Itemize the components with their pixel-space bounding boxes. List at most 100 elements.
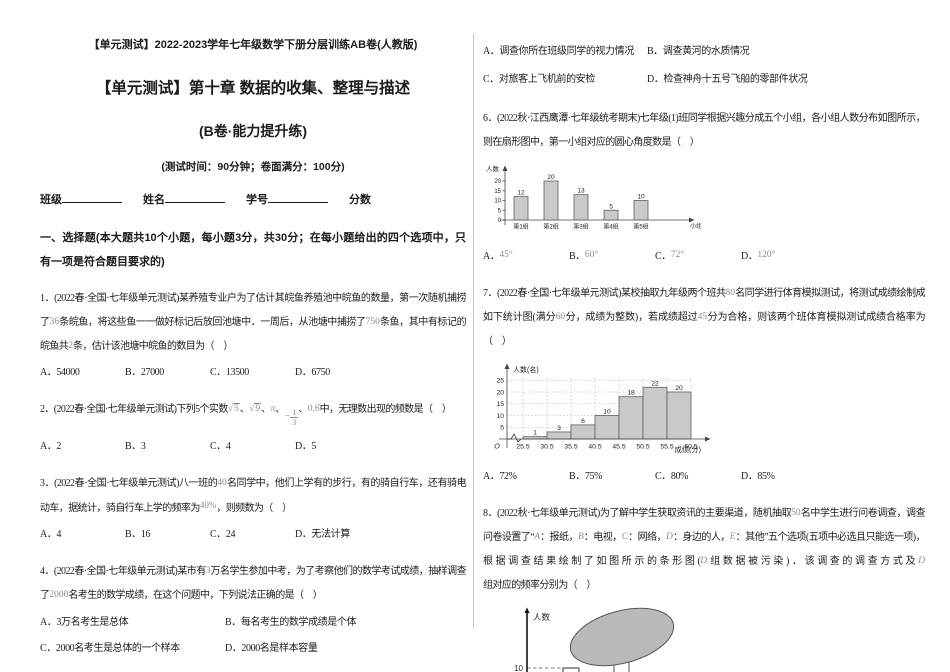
svg-text:25: 25: [496, 378, 504, 385]
question-options: A．45° B．60° C．72° D．120°: [483, 245, 925, 269]
question-5-options: A．调查你所在班级同学的视力情况 B．调查黄河的水质情况 C．对旅客上飞机前的安检 D…: [483, 38, 925, 94]
option-C: C．24: [210, 529, 236, 540]
section-heading: 一、选择题(本大题共10个小题，每小题3分，共30分；在每小题给出的四个选项中，…: [40, 232, 466, 268]
inline-math: 0.6̇: [307, 404, 320, 414]
svg-text:10: 10: [637, 194, 645, 201]
inline-math: 40: [217, 478, 227, 488]
question-body: 1．(2022春·全国·七年级单元测试)某养殖专业户为了估计其皖鱼养殖池中皖鱼的…: [40, 293, 467, 352]
inline-math: D: [666, 532, 673, 542]
question-body: 6．(2022秋·江西鹰潭·七年级统考期末)七年级(1)班同学根据兴趣分成五个小…: [483, 113, 926, 148]
question-2: 2．(2022春·全国·七年级单元测试)下列5个实数√5、√9、π、 −1 3 、0.…: [40, 398, 466, 459]
question-body: 4．(2022春·全国·七年级单元测试)某市有3万名学生参加中考，为了考察他们的…: [40, 566, 467, 601]
option-D: D．5: [295, 441, 317, 452]
paper-subtitle: (B卷·能力提升练): [198, 123, 308, 139]
option-A: A．4: [40, 529, 62, 540]
option-B: B．75%: [569, 471, 603, 482]
q6-bar-chart: 人数 小组 0 5 10 15 20 12 第1组 20 第2组 13 第3组 5 第4组 10 第5组: [485, 162, 925, 243]
inline-math: 45: [697, 312, 708, 322]
svg-text:50.5: 50.5: [636, 444, 649, 451]
question-7: 7．(2022春·全国·七年级单元测试)某校抽取九年级两个班共80名同学进行体育…: [483, 282, 926, 489]
svg-text:25.5: 25.5: [516, 444, 529, 451]
svg-text:30.5: 30.5: [540, 444, 553, 451]
svg-text:6: 6: [581, 418, 585, 425]
question-8: 8．(2022秋·七年级单元测试)为了解中学生获取资讯的主要渠道，随机抽取50名…: [483, 502, 926, 672]
column-divider: [473, 34, 474, 628]
svg-text:成绩(分): 成绩(分): [675, 445, 701, 454]
class-blank-line[interactable]: [62, 191, 122, 203]
ink-blot: [569, 607, 675, 667]
svg-text:10: 10: [494, 199, 501, 205]
question-options: A．54000 B．27000 C．13500 D．6750: [40, 361, 466, 385]
svg-text:20: 20: [496, 389, 504, 396]
svg-text:3: 3: [557, 425, 561, 432]
svg-text:人数: 人数: [486, 164, 500, 173]
option-B: B．每名考生的数学成绩是个体: [225, 617, 357, 628]
option-D: D．2000名是样本容量: [225, 643, 318, 654]
option-A: A．45°: [483, 250, 513, 262]
inline-math: 2000: [49, 590, 69, 600]
question-options: A．3万名考生是总体 B．每名考生的数学成绩是个体 C．2000名考生是总体的一个样…: [40, 610, 466, 662]
field-score: 分数: [349, 194, 371, 206]
svg-text:13: 13: [577, 188, 585, 195]
svg-text:10: 10: [514, 664, 523, 672]
left-column: 【单元测试】2022-2023学年七年级数学下册分层训练AB卷(人教版) 【单元…: [40, 38, 467, 672]
inline-math: 40%: [199, 500, 217, 510]
svg-text:第2组: 第2组: [543, 223, 558, 231]
svg-text:第5组: 第5组: [633, 223, 648, 231]
question-body: 7．(2022春·全国·七年级单元测试)某校抽取九年级两个班共80名同学进行体育…: [483, 288, 926, 347]
svg-text:60.5: 60.5: [684, 444, 697, 451]
option-A: A．调查你所在班级同学的视力情况: [483, 46, 634, 57]
course-header: 【单元测试】2022-2023学年七年级数学下册分层训练AB卷(人教版): [88, 39, 418, 51]
inline-math: 50: [791, 508, 801, 518]
inline-math: A: [534, 532, 540, 542]
question-body: 8．(2022秋·七年级单元测试)为了解中学生获取资讯的主要渠道，随机抽取50名…: [483, 508, 926, 591]
option-A: A．54000: [40, 367, 80, 378]
svg-text:第1组: 第1组: [513, 223, 528, 231]
question-4: 4．(2022春·全国·七年级单元测试)某市有3万名学生参加中考，为了考察他们的…: [40, 560, 467, 662]
option-B: B．27000: [125, 367, 164, 378]
right-column: A．调查你所在班级同学的视力情况 B．调查黄河的水质情况 C．对旅客上飞机前的安检 D…: [483, 38, 926, 672]
option-C: C．4: [210, 441, 231, 452]
option-A: A．2: [40, 441, 62, 452]
option-C: C．72°: [655, 250, 685, 262]
svg-text:第3组: 第3组: [573, 223, 588, 231]
option-D: D．6750: [295, 367, 330, 378]
svg-text:20: 20: [494, 179, 501, 185]
question-body: 2．(2022春·全国·七年级单元测试)下列5个实数√5、√9、π、 −1 3 、0.…: [40, 398, 466, 429]
inline-math: 36: [49, 317, 60, 327]
inline-math: 2: [68, 341, 73, 351]
question-options: A．72% B．75% C．80% D．85%: [483, 465, 925, 489]
option-D: D．120°: [741, 250, 776, 262]
sqrt-expression: √5: [227, 403, 240, 414]
svg-text:5: 5: [498, 208, 502, 214]
name-blank-line[interactable]: [165, 191, 225, 203]
svg-text:0: 0: [498, 218, 502, 224]
option-B: B．调查黄河的水质情况: [647, 46, 750, 57]
option-D: D．检查神舟十五号飞船的零部件状况: [647, 74, 808, 85]
svg-text:20: 20: [547, 174, 555, 181]
question-1: 1．(2022春·全国·七年级单元测试)某养殖专业户为了估计其皖鱼养殖池中皖鱼的…: [40, 287, 467, 385]
exam-info: (测试时间：90分钟；卷面满分：100分): [161, 161, 345, 173]
q7-histogram-chart: 5 10 15 20 25 25.5 30.5 35.5 40.5 45.5 50.5 55.5 60.…: [485, 361, 925, 463]
question-6: 6．(2022秋·江西鹰潭·七年级统考期末)七年级(1)班同学根据兴趣分成五个小…: [483, 107, 926, 269]
svg-text:O: O: [494, 442, 500, 451]
svg-text:5: 5: [500, 425, 504, 432]
svg-text:15: 15: [494, 189, 501, 195]
option-C: C．2000名考生是总体的一个样本: [40, 643, 180, 654]
svg-text:18: 18: [627, 390, 635, 397]
option-B: B．60°: [569, 250, 599, 262]
option-A: A．3万名考生是总体: [40, 617, 129, 628]
svg-text:10: 10: [496, 413, 504, 420]
svg-text:45.5: 45.5: [612, 444, 625, 451]
svg-text:人数: 人数: [533, 612, 551, 622]
option-D: D．无法计算: [295, 529, 350, 540]
option-D: D．85%: [741, 471, 775, 482]
student-id-blank-line[interactable]: [268, 191, 328, 203]
option-B: B．3: [125, 441, 146, 452]
svg-text:5: 5: [609, 203, 613, 210]
question-body: 3．(2022春·全国·七年级单元测试)八一班的40名同学中，他们上学有的步行，…: [40, 478, 467, 514]
svg-text:第4组: 第4组: [603, 223, 618, 231]
svg-text:1: 1: [533, 430, 537, 437]
inline-math: 80: [725, 288, 735, 298]
question-options: A．2 B．3 C．4 D．5: [40, 435, 466, 459]
